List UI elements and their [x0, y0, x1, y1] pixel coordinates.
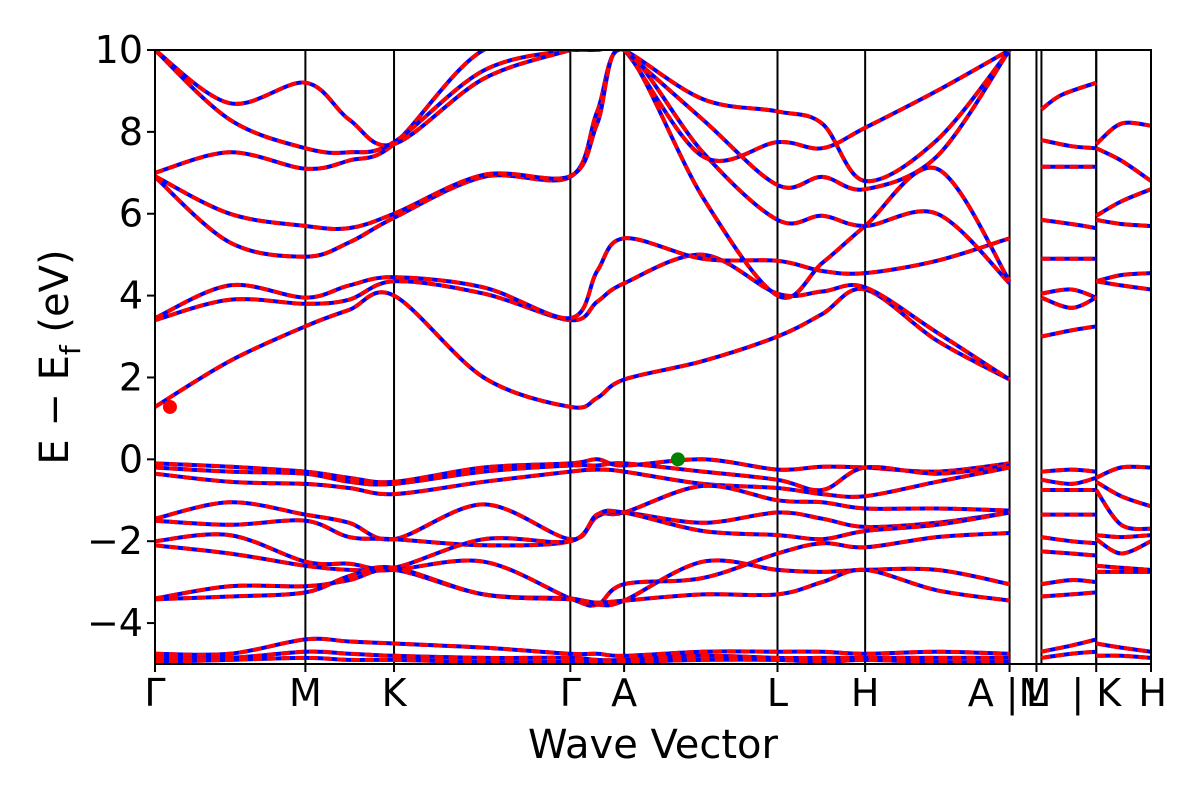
band-line — [1094, 120, 1151, 146]
band-line-overlay — [155, 252, 1011, 382]
band-line-overlay — [155, 565, 1010, 605]
band-line-overlay — [1096, 653, 1151, 660]
x-tick-label: H — [1138, 671, 1167, 715]
band-line-overlay — [1040, 80, 1097, 112]
band-line — [155, 636, 1010, 658]
x-tick-label: | K — [1071, 671, 1122, 716]
plot-frame — [154, 49, 1152, 665]
band-line-overlay — [155, 50, 1011, 175]
band-line-overlay — [1095, 641, 1151, 654]
band-line-overlay — [1095, 271, 1151, 284]
band-line-overlay — [1095, 187, 1151, 218]
band-line — [155, 461, 1010, 493]
band-line-overlay — [1041, 475, 1097, 486]
x-tick-label: A — [611, 671, 637, 715]
y-axis-title-subscript: f — [54, 344, 87, 355]
band-line-overlay — [1041, 637, 1097, 654]
band-line-overlay — [155, 508, 1010, 572]
x-tick-label: H — [851, 671, 880, 715]
band-line-overlay — [1041, 324, 1097, 339]
band-line-overlay — [1094, 120, 1151, 146]
band-line-overlay — [1095, 480, 1151, 509]
y-axis-title-unit: (eV) — [32, 249, 78, 345]
band-line-overlay — [622, 50, 1012, 192]
band-line-overlay — [1041, 578, 1097, 587]
band-line — [155, 50, 1011, 175]
band-line-overlay — [1041, 217, 1097, 231]
band-lines — [155, 50, 1151, 664]
band-line-overlay — [1041, 590, 1097, 599]
y-axis-title: E − Ef (eV) — [32, 249, 87, 464]
y-tick-label: 8 — [119, 110, 143, 154]
band-line-overlay — [1095, 217, 1151, 228]
high-symmetry-lines — [304, 50, 1098, 664]
y-tick-label: −4 — [87, 601, 143, 645]
band-line-overlay — [1041, 467, 1097, 474]
band-line-overlay — [155, 461, 1010, 493]
band-line-overlay — [1040, 295, 1098, 310]
band-line-overlay — [1096, 533, 1151, 540]
band-line-overlay — [155, 236, 1011, 321]
band-line-overlay — [155, 286, 1011, 410]
band-line-overlay — [1096, 563, 1151, 572]
y-tick-label: −2 — [87, 519, 143, 563]
band-line-overlay — [1041, 535, 1097, 546]
band-line-overlay — [1041, 287, 1097, 300]
band-line-overlay — [1041, 138, 1097, 151]
cbm-marker — [162, 399, 177, 414]
x-tick-label: K — [382, 671, 408, 715]
x-tick-label: L — [767, 671, 788, 715]
band-line-overlay — [1041, 549, 1097, 558]
band-line-overlay — [155, 50, 1012, 184]
band-line-overlay — [1094, 488, 1151, 532]
y-tick-label: 4 — [119, 274, 143, 318]
band-line — [1040, 80, 1097, 112]
y-tick-label: 6 — [119, 192, 143, 236]
x-tick-label: L — [1026, 671, 1047, 715]
extremum-markers — [162, 399, 685, 467]
band-line-overlay — [1041, 649, 1097, 660]
band-line-overlay — [155, 465, 1010, 499]
band-line-overlay — [155, 655, 1010, 664]
band-line-overlay — [1095, 279, 1151, 292]
band-line-overlay — [155, 457, 1010, 485]
band-line — [1095, 146, 1151, 183]
x-tick-label: Γ — [560, 671, 581, 715]
y-tick-label: 0 — [119, 437, 143, 481]
vbm-marker — [670, 452, 685, 467]
band-line-overlay — [155, 649, 1010, 663]
x-tick-label: M — [289, 671, 322, 715]
x-axis-title: Wave Vector — [528, 722, 779, 768]
y-tick-label: 2 — [119, 355, 143, 399]
y-axis-ticks: 10 8 6 4 2 0 −2 −4 — [87, 28, 155, 645]
y-tick-label: 10 — [95, 28, 143, 72]
band-line-overlay — [155, 50, 1011, 285]
band-line-overlay — [1095, 146, 1151, 183]
y-axis-title-main: E − E — [32, 355, 78, 465]
band-line-overlay — [1095, 464, 1151, 480]
band-line-overlay — [155, 50, 1012, 300]
band-line-overlay — [155, 50, 571, 148]
x-tick-label: Γ — [144, 671, 165, 715]
x-tick-label: A |M — [968, 671, 1052, 716]
band-line-overlay — [1095, 537, 1151, 556]
